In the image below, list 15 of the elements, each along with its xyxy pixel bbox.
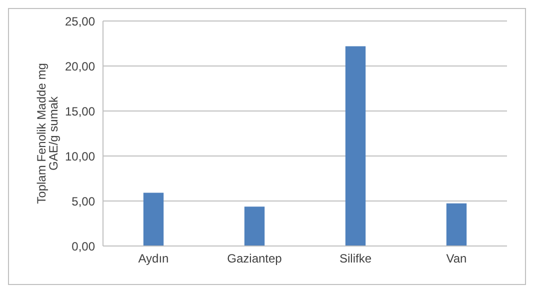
bar: [244, 206, 265, 246]
bar: [345, 46, 366, 246]
y-tick-label: 15,00: [64, 104, 96, 118]
y-tick-label: 20,00: [64, 59, 96, 74]
x-tick-label: Silifke: [339, 252, 372, 266]
bar: [143, 192, 164, 246]
bar: [446, 203, 467, 246]
x-tick-label: Aydın: [138, 252, 169, 266]
y-tick-label: 5,00: [72, 194, 96, 208]
x-tick-label: Gaziantep: [227, 252, 282, 266]
x-tick-label: Van: [446, 252, 467, 266]
y-tick-label: 0,00: [72, 239, 96, 254]
y-tick-label: 10,00: [64, 149, 96, 164]
y-axis-title: Toplam Fenolik Madde mg GAE/g sumak: [34, 63, 60, 204]
y-tick-label: 25,00: [64, 14, 96, 28]
